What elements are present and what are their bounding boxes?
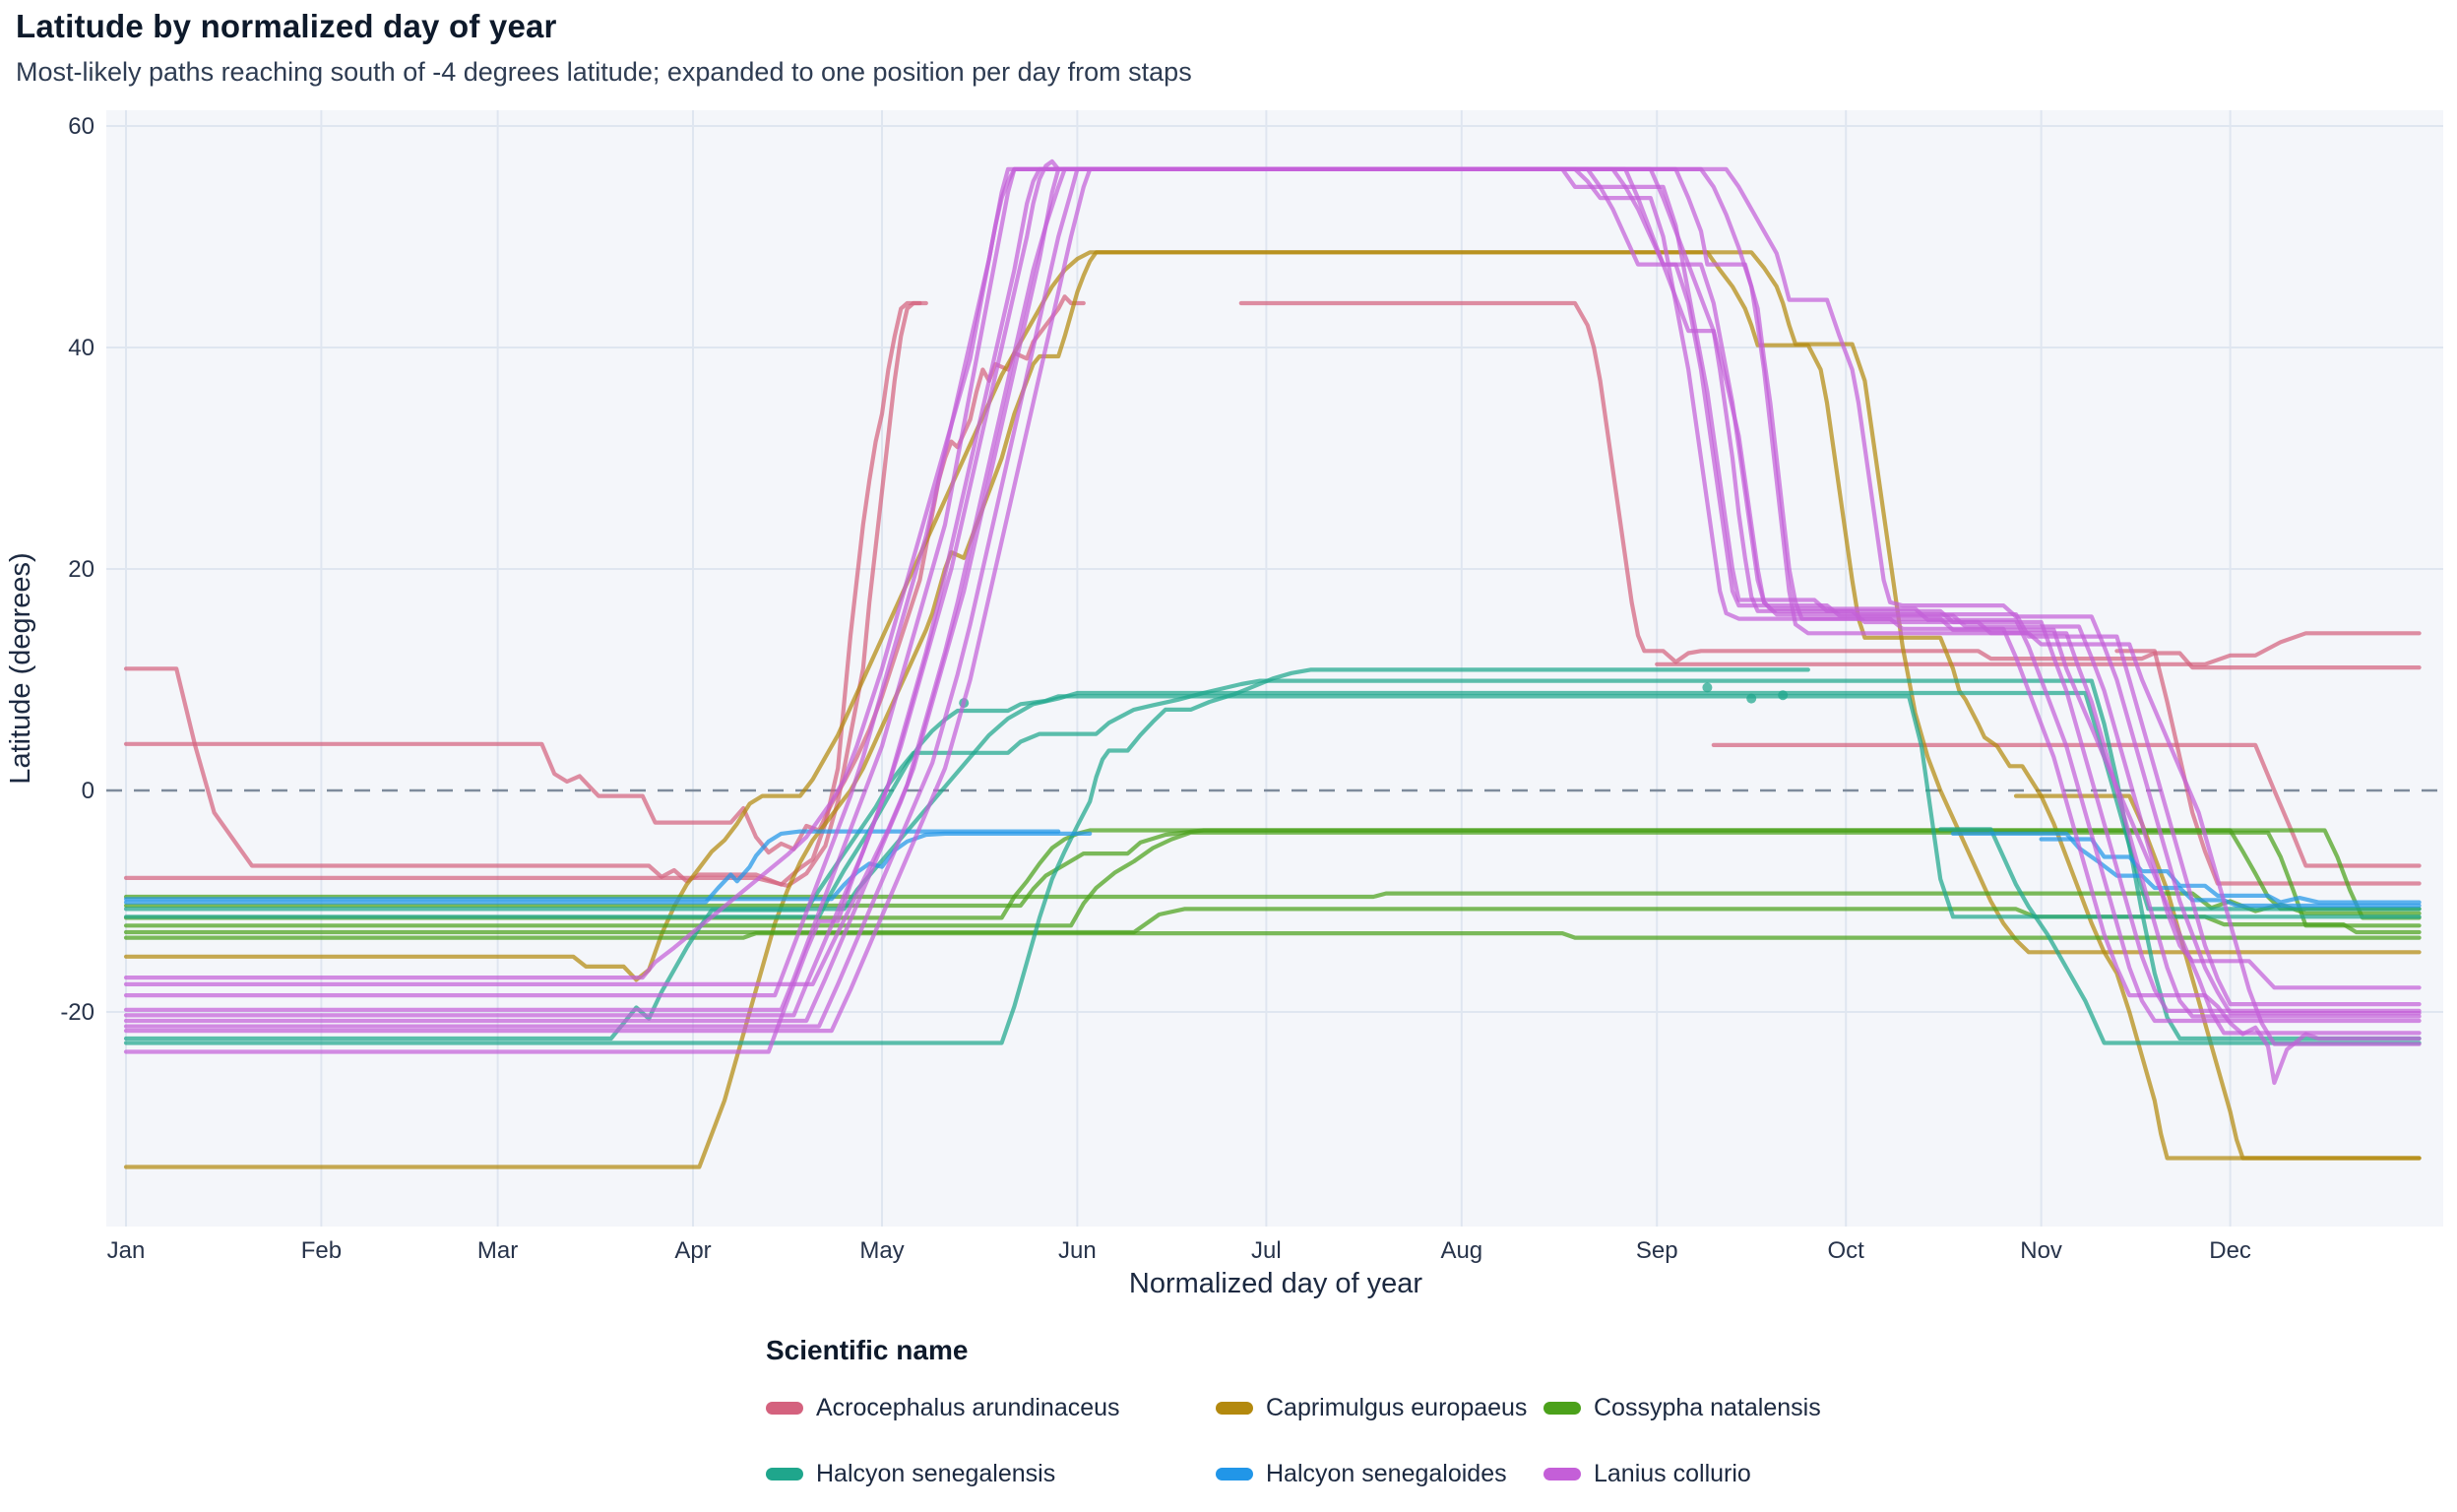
legend-swatch-icon bbox=[1216, 1468, 1253, 1480]
legend-item-label: Cossypha natalensis bbox=[1594, 1394, 1821, 1421]
y-tick-label-20: 20 bbox=[68, 556, 94, 583]
legend-swatch-icon bbox=[766, 1468, 803, 1480]
legend-item-label: Lanius collurio bbox=[1594, 1460, 1751, 1487]
page-subtitle: Most-likely paths reaching south of -4 d… bbox=[16, 57, 1192, 87]
x-tick-label-aug: Aug bbox=[1440, 1237, 1482, 1264]
series-line-cossypha-natalensis-4 bbox=[123, 930, 2422, 940]
series-line-acrocephalus-arundinaceus-1 bbox=[123, 300, 928, 887]
x-tick-label-apr: Apr bbox=[674, 1237, 711, 1264]
series-line-acrocephalus-arundinaceus-2 bbox=[123, 300, 922, 888]
series-marker-halcyon-senegalensis-2 bbox=[1702, 682, 1713, 693]
x-tick-label-jul: Jul bbox=[1251, 1237, 1282, 1264]
x-tick-label-feb: Feb bbox=[301, 1237, 342, 1264]
legend-item-cossypha-natalensis: Cossypha natalensis bbox=[1544, 1394, 1821, 1422]
series-line-acrocephalus-arundinaceus-5 bbox=[1655, 631, 2422, 666]
legend-item-halcyon-senegaloides: Halcyon senegaloides bbox=[1216, 1460, 1544, 1488]
series-lines bbox=[123, 158, 2422, 1169]
legend-item-lanius-collurio: Lanius collurio bbox=[1544, 1460, 1821, 1488]
x-tick-label-may: May bbox=[859, 1237, 904, 1264]
series-line-caprimulgus-europaeus-1 bbox=[123, 250, 2422, 1169]
y-tick-label-40: 40 bbox=[68, 335, 94, 361]
legend-title: Scientific name bbox=[766, 1335, 969, 1365]
series-line-acrocephalus-arundinaceus-4 bbox=[1238, 300, 2422, 670]
legend-items: Acrocephalus arundinaceus Caprimulgus eur… bbox=[766, 1394, 1821, 1488]
x-axis-title: Normalized day of year bbox=[1128, 1268, 1423, 1299]
series-line-halcyon-senegalensis-5 bbox=[1938, 827, 2422, 1045]
legend-item-label: Halcyon senegaloides bbox=[1266, 1460, 1507, 1487]
series-line-halcyon-senegalensis-1 bbox=[123, 694, 2422, 919]
x-tick-label-sep: Sep bbox=[1636, 1237, 1678, 1264]
x-tick-label-dec: Dec bbox=[2209, 1237, 2251, 1264]
legend-item-label: Halcyon senegalensis bbox=[816, 1460, 1056, 1487]
chart-area: Jan Feb Mar Apr May Jun Jul Aug Sep Oct Nov Dec 60 40… bbox=[5, 110, 2443, 1264]
series-line-lanius-collurio-8 bbox=[123, 166, 2422, 1086]
x-tick-label-nov: Nov bbox=[2020, 1237, 2062, 1264]
x-tick-label-oct: Oct bbox=[1828, 1237, 1865, 1264]
plot-panel bbox=[106, 110, 2443, 1227]
series-line-lanius-collurio-6 bbox=[123, 166, 2422, 1046]
legend-swatch-icon bbox=[1216, 1402, 1253, 1415]
y-axis-title: Latitude (degrees) bbox=[5, 552, 36, 784]
series-line-lanius-collurio-4 bbox=[123, 166, 2422, 1036]
series-line-cossypha-natalensis-5 bbox=[123, 828, 2422, 912]
legend-swatch-icon bbox=[1544, 1402, 1581, 1415]
axis-tick-labels: Jan Feb Mar Apr May Jun Jul Aug Sep Oct Nov Dec 60 40… bbox=[60, 113, 2251, 1264]
series-line-halcyon-senegalensis-4 bbox=[123, 667, 1810, 1045]
page-title: Latitude by normalized day of year bbox=[16, 8, 557, 44]
legend-swatch-icon bbox=[1544, 1468, 1581, 1480]
series-line-halcyon-senegaloides-1 bbox=[123, 829, 1061, 905]
legend-item-halcyon-senegalensis: Halcyon senegalensis bbox=[766, 1460, 1216, 1488]
series-line-halcyon-senegaloides-2 bbox=[123, 831, 1093, 902]
series-line-cossypha-natalensis-2 bbox=[123, 830, 2422, 928]
series-line-cossypha-natalensis-6 bbox=[123, 907, 2422, 935]
series-line-halcyon-senegalensis-3 bbox=[123, 678, 2422, 1041]
legend-item-label: Caprimulgus europaeus bbox=[1266, 1394, 1528, 1421]
plot-panel-bg bbox=[106, 110, 2443, 1227]
x-tick-label-jun: Jun bbox=[1058, 1237, 1097, 1264]
legend-item-label: Acrocephalus arundinaceus bbox=[816, 1394, 1120, 1421]
y-tick-label--20: -20 bbox=[60, 999, 94, 1026]
series-line-halcyon-senegaloides-4 bbox=[2039, 837, 2422, 905]
series-line-halcyon-senegalensis-2 bbox=[123, 690, 2422, 912]
legend-item-caprimulgus-europaeus: Caprimulgus europaeus bbox=[1216, 1394, 1544, 1422]
y-tick-label-60: 60 bbox=[68, 113, 94, 140]
y-tick-label-0: 0 bbox=[82, 778, 94, 804]
legend-swatch-icon bbox=[766, 1402, 803, 1415]
legend: Scientific name Acrocephalus arundinaceu… bbox=[766, 1335, 1821, 1488]
series-marker-halcyon-senegalensis-4 bbox=[1778, 690, 1789, 701]
series-line-acrocephalus-arundinaceus-6 bbox=[1711, 742, 2422, 868]
x-tick-label-jan: Jan bbox=[107, 1237, 146, 1264]
x-tick-label-mar: Mar bbox=[477, 1237, 518, 1264]
legend-item-acrocephalus-arundinaceus: Acrocephalus arundinaceus bbox=[766, 1394, 1216, 1422]
latitude-line-chart: Jan Feb Mar Apr May Jun Jul Aug Sep Oct Nov Dec 60 40… bbox=[5, 110, 2443, 1264]
series-line-lanius-collurio-9 bbox=[123, 166, 2422, 1016]
series-line-lanius-collurio-1 bbox=[123, 166, 2422, 1012]
series-line-lanius-collurio-7 bbox=[123, 166, 2422, 1054]
series-marker-halcyon-senegalensis-3 bbox=[1746, 693, 1757, 704]
